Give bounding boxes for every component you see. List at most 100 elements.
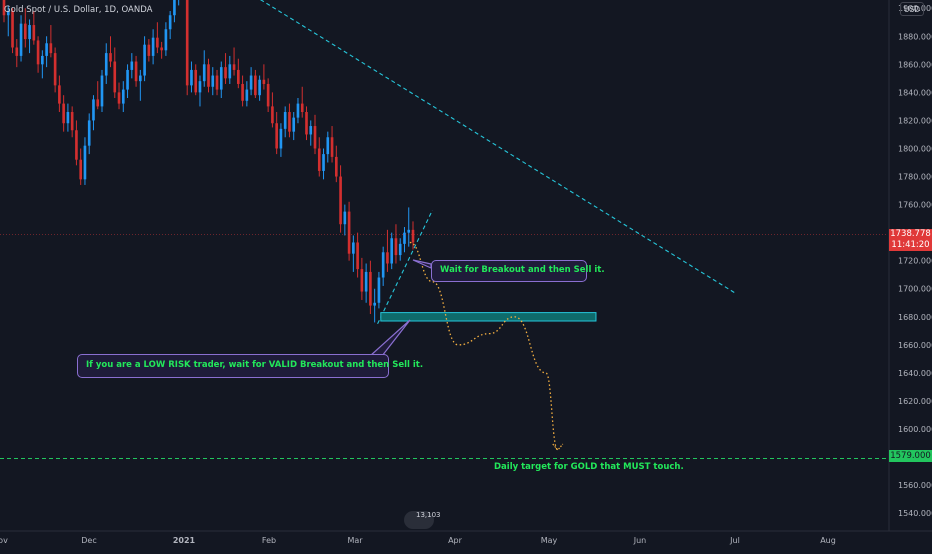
candle xyxy=(254,69,257,98)
candle xyxy=(369,260,372,314)
candle-body xyxy=(49,43,53,54)
candle xyxy=(386,229,389,272)
candle-body xyxy=(70,112,74,131)
candle-body xyxy=(262,79,266,84)
candle-body xyxy=(411,229,415,243)
candle xyxy=(305,106,308,141)
projection-path xyxy=(409,241,559,451)
candle-body xyxy=(330,137,334,157)
candle xyxy=(62,95,65,132)
tradingview-author-badge-icon[interactable] xyxy=(404,511,434,529)
time-axis-panel xyxy=(0,531,932,550)
candle-body xyxy=(147,44,151,56)
candle-body xyxy=(279,128,283,149)
candle-body xyxy=(198,81,202,93)
candle-body xyxy=(347,211,351,254)
candle xyxy=(11,8,14,54)
candle xyxy=(343,204,347,236)
candle xyxy=(373,288,376,323)
candle-body xyxy=(2,0,6,16)
candle xyxy=(143,36,146,82)
candle-body xyxy=(164,29,168,51)
candle xyxy=(283,106,287,138)
candle xyxy=(411,221,415,250)
y-tick-label: 1780.000 xyxy=(898,173,932,182)
candle-body xyxy=(386,252,389,264)
symbol-title[interactable]: Gold Spot / U.S. Dollar, 1D, OANDA xyxy=(4,5,153,15)
watermark-count: 13,103 xyxy=(416,511,441,519)
candle-body xyxy=(202,64,206,82)
candle xyxy=(211,67,215,96)
candle-body xyxy=(190,69,193,86)
candle-body xyxy=(326,137,330,155)
candle-body xyxy=(185,0,189,86)
candle-body xyxy=(398,243,402,256)
current-price-tag: 1738.778 11:41:20 xyxy=(889,229,932,251)
candle-body xyxy=(407,229,411,233)
candle xyxy=(394,224,398,264)
candle-body xyxy=(322,154,325,171)
y-tick-label: 1860.000 xyxy=(898,60,932,69)
candle xyxy=(224,53,227,84)
candle-body xyxy=(168,15,172,30)
breakout-callout[interactable]: Wait for Breakout and then Sell it. xyxy=(431,260,605,282)
candle-body xyxy=(296,103,300,118)
candle-body xyxy=(241,83,244,101)
x-tick-label: Feb xyxy=(262,536,276,545)
candle-body xyxy=(23,23,27,40)
candle-body xyxy=(11,11,14,48)
candle-body xyxy=(373,302,376,306)
candle-body xyxy=(313,126,317,149)
y-tick-label: 1800.000 xyxy=(898,144,932,153)
y-tick-label: 1640.000 xyxy=(898,369,932,378)
candle xyxy=(49,25,53,58)
target-annotation[interactable]: Daily target for GOLD that MUST touch. xyxy=(494,462,684,472)
candle-body xyxy=(160,47,163,51)
candle xyxy=(403,227,406,253)
candle xyxy=(185,0,189,96)
candle-body xyxy=(109,53,112,62)
candle-body xyxy=(121,89,125,104)
candle xyxy=(377,271,381,309)
low-risk-callout[interactable]: If you are a LOW RISK trader, wait for V… xyxy=(77,354,423,378)
candle-body xyxy=(266,83,270,107)
candle-body xyxy=(292,117,296,132)
target-price-tag: 1579.000 xyxy=(889,450,932,462)
candle-body xyxy=(237,69,240,84)
candle xyxy=(178,0,180,6)
candle xyxy=(390,232,394,270)
x-tick-label: May xyxy=(541,536,558,545)
candle-body xyxy=(317,148,321,171)
candle xyxy=(364,263,368,303)
candle-body xyxy=(271,106,274,124)
candle xyxy=(198,75,202,107)
currency-label[interactable]: USD xyxy=(900,2,924,16)
candle xyxy=(53,47,57,93)
candle xyxy=(36,36,40,73)
candle-body xyxy=(15,47,19,56)
y-tick-label: 1600.000 xyxy=(898,425,932,434)
candle-body xyxy=(104,53,108,76)
candle xyxy=(296,97,300,124)
candle xyxy=(202,50,206,87)
candle xyxy=(245,81,249,107)
y-tick-label: 1760.000 xyxy=(898,201,932,210)
candle xyxy=(300,86,304,118)
ascending-trendline xyxy=(377,209,433,325)
candle-body xyxy=(300,103,304,113)
candle-body xyxy=(126,69,129,90)
candle-body xyxy=(356,242,359,270)
candle-body xyxy=(343,211,347,225)
candle-body xyxy=(219,67,223,90)
candle xyxy=(96,81,100,110)
candle-body xyxy=(156,37,159,48)
candle-body xyxy=(75,130,78,160)
x-tick-label: Aug xyxy=(820,536,836,545)
candle xyxy=(15,39,19,68)
candle xyxy=(215,69,219,96)
candle xyxy=(228,55,232,84)
candle xyxy=(262,64,266,90)
candle-body xyxy=(283,112,287,129)
candle xyxy=(66,103,70,132)
candle-body xyxy=(352,242,355,254)
